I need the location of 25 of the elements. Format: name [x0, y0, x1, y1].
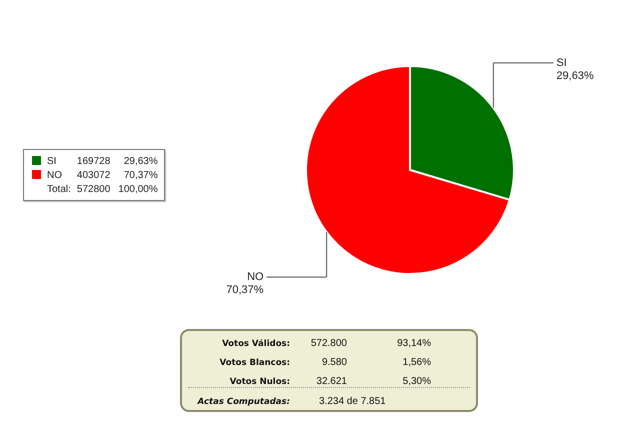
text: 403072	[76, 168, 112, 182]
text: 572800	[76, 182, 112, 196]
text: 32.621	[316, 375, 347, 389]
pie-slice	[305, 65, 511, 275]
text: 572.800	[310, 337, 347, 351]
text: 169728	[76, 154, 112, 168]
legend-label: NO	[46, 168, 63, 182]
text: Actas Computadas:	[198, 396, 290, 409]
data-label: 70,37%	[226, 284, 264, 296]
text: 70,37%	[124, 170, 158, 180]
text: 9.580	[322, 356, 347, 370]
text: 1,56%	[402, 356, 431, 370]
text: Total:	[46, 182, 72, 196]
text: 100,00%	[118, 182, 158, 196]
text: 29,63%	[124, 156, 158, 166]
slice-label: NO	[247, 271, 264, 284]
text: 5,30%	[402, 375, 431, 389]
text: Votos Nulos:	[230, 376, 290, 389]
slice-label: SI	[556, 56, 567, 69]
text: Votos Blancos:	[220, 357, 290, 370]
text: 93,14%	[397, 337, 431, 351]
data-label: 29,63%	[556, 70, 594, 82]
text: 3.234 de 7.851	[319, 395, 386, 409]
legend-label: SI	[46, 154, 58, 168]
text: Votos Válidos:	[222, 338, 290, 351]
